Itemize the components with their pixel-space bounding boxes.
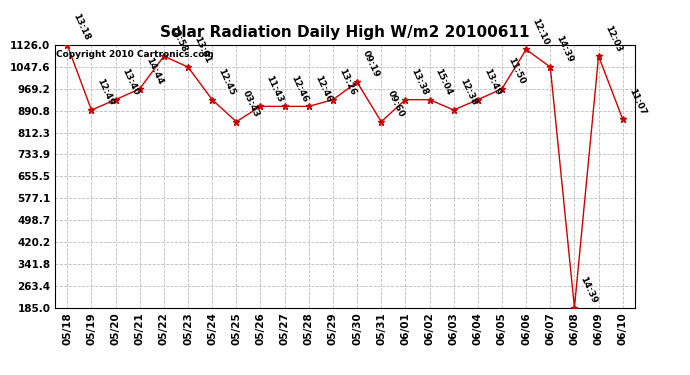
- Text: 11:07: 11:07: [627, 87, 647, 116]
- Text: 12:46: 12:46: [313, 74, 333, 104]
- Text: 14:44: 14:44: [144, 56, 164, 86]
- Text: 14:39: 14:39: [579, 275, 599, 305]
- Text: 15:04: 15:04: [434, 67, 454, 97]
- Text: 12:58: 12:58: [168, 24, 188, 53]
- Text: 11:43: 11:43: [265, 74, 285, 104]
- Text: 12:38: 12:38: [458, 78, 478, 107]
- Text: 13:38: 13:38: [410, 67, 430, 97]
- Text: 12:03: 12:03: [603, 24, 623, 53]
- Text: 12:49: 12:49: [96, 77, 116, 107]
- Text: 14:39: 14:39: [555, 34, 575, 64]
- Text: 13:18: 13:18: [72, 12, 92, 42]
- Text: 13:40: 13:40: [120, 67, 140, 97]
- Text: 09:19: 09:19: [362, 50, 382, 80]
- Text: 13:26: 13:26: [337, 67, 357, 97]
- Title: Solar Radiation Daily High W/m2 20100611: Solar Radiation Daily High W/m2 20100611: [160, 25, 530, 40]
- Text: 12:45: 12:45: [217, 67, 237, 97]
- Text: 13:01: 13:01: [193, 34, 213, 64]
- Text: Copyright 2010 Cartronics.com: Copyright 2010 Cartronics.com: [57, 50, 214, 59]
- Text: 13:49: 13:49: [482, 67, 502, 97]
- Text: 09:60: 09:60: [386, 89, 406, 119]
- Text: 12:46: 12:46: [289, 74, 309, 104]
- Text: 03:43: 03:43: [241, 89, 261, 119]
- Text: 11:50: 11:50: [506, 56, 526, 86]
- Text: 12:10: 12:10: [531, 17, 551, 46]
